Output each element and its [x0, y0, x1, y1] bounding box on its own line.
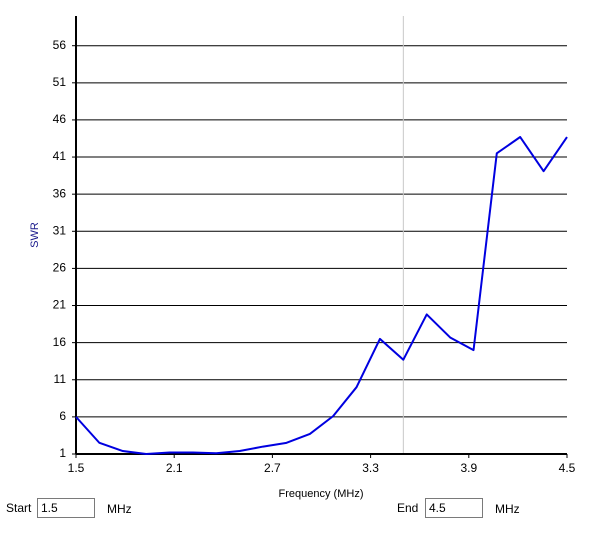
y-tick-label: 51: [53, 75, 67, 89]
y-tick-label: 6: [59, 409, 66, 423]
y-tick-label: 26: [53, 261, 67, 275]
x-tick-label: 3.9: [460, 461, 477, 475]
x-axis-label: Frequency (MHz): [279, 488, 364, 500]
y-tick-label: 21: [53, 298, 67, 312]
y-tick-label: 31: [53, 223, 67, 237]
x-tick-label: 2.7: [264, 461, 281, 475]
start-input[interactable]: 1.5: [37, 498, 95, 518]
y-tick-label: 46: [53, 112, 67, 126]
start-unit: MHz: [107, 502, 132, 516]
y-tick-label: 16: [53, 335, 67, 349]
end-input[interactable]: 4.5: [425, 498, 483, 518]
x-tick-label: 4.5: [559, 461, 576, 475]
start-label: Start: [6, 501, 32, 515]
chart: SWR Frequency (MHz) 16111621263136414651…: [29, 16, 576, 500]
y-tick-label: 1: [59, 446, 66, 460]
x-tick-label: 1.5: [68, 461, 85, 475]
x-tick-label: 2.1: [166, 461, 183, 475]
y-tick-label: 11: [54, 372, 67, 386]
y-axis-label: SWR: [29, 222, 41, 248]
y-tick-label: 36: [53, 186, 67, 200]
y-tick-label: 56: [53, 38, 67, 52]
swr-line: [75, 136, 568, 455]
y-tick-label: 41: [53, 149, 67, 163]
x-tick-label: 3.3: [362, 461, 379, 475]
end-label: End: [397, 501, 419, 515]
end-unit: MHz: [495, 502, 520, 516]
